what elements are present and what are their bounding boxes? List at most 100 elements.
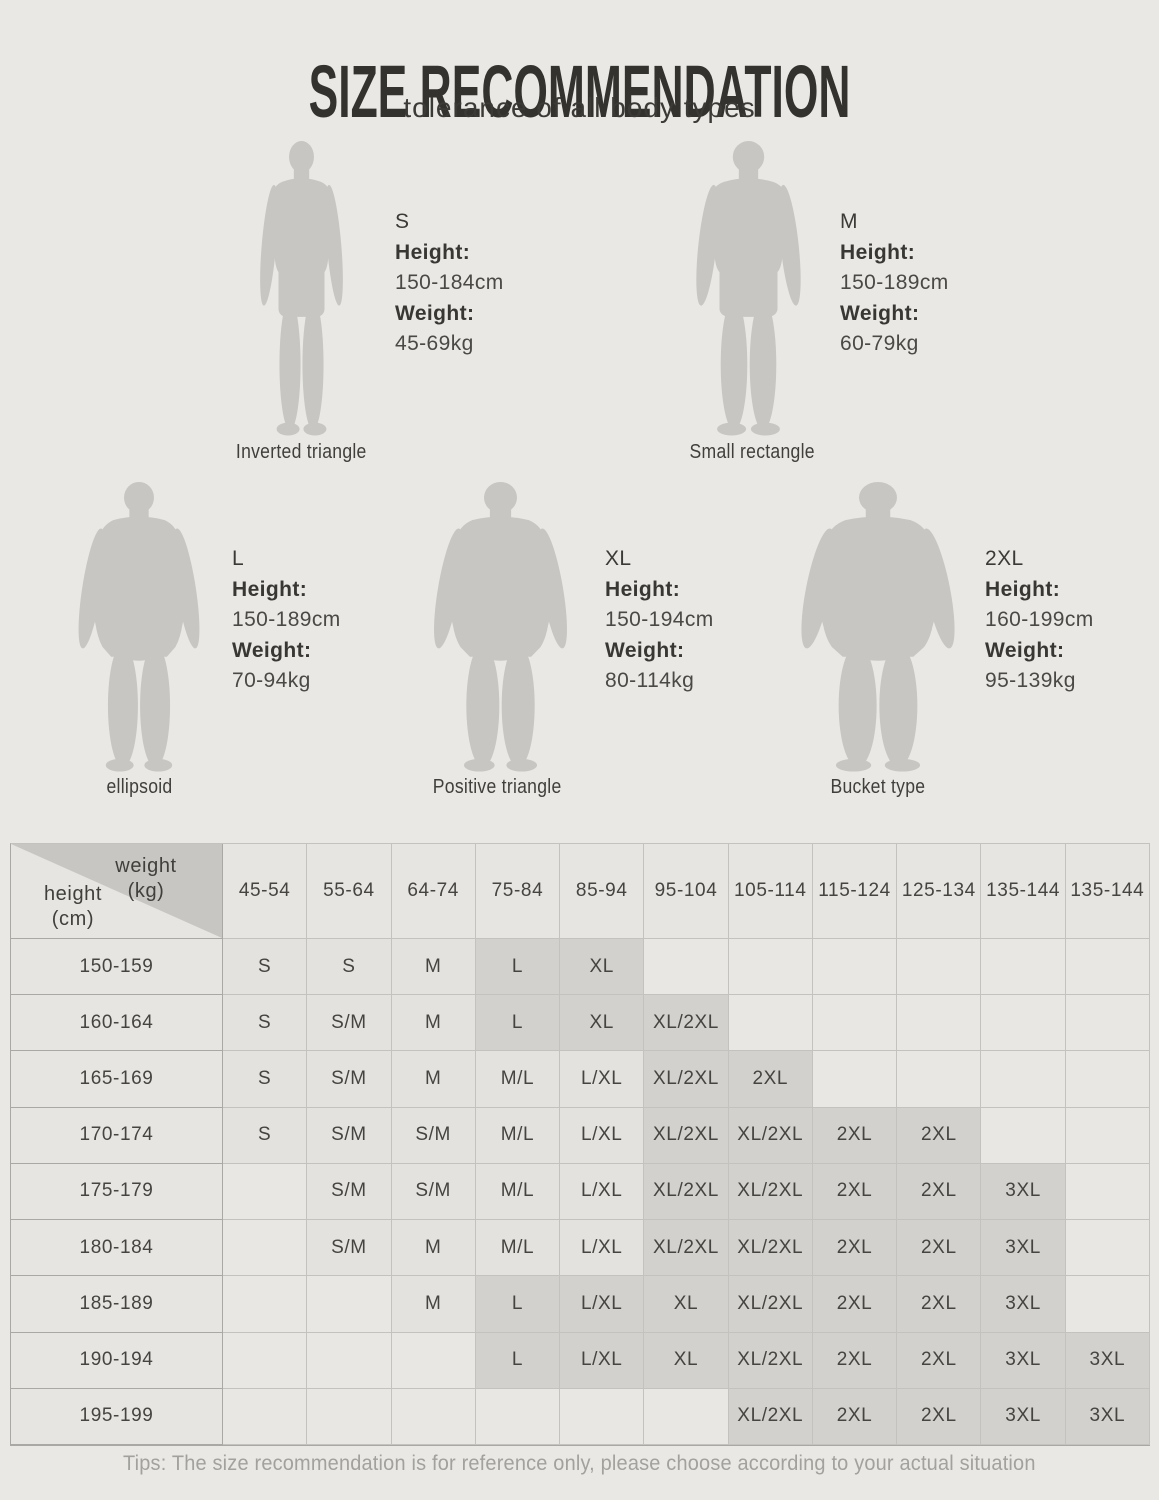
size-cell: 2XL bbox=[812, 1107, 898, 1164]
size-cell bbox=[1065, 995, 1150, 1052]
size-cell: M bbox=[391, 939, 476, 996]
size-cell: 2XL bbox=[812, 1276, 898, 1333]
size-cell: L/XL bbox=[560, 1332, 645, 1389]
size-cell bbox=[223, 1388, 308, 1445]
weight-value: 70-94kg bbox=[232, 669, 311, 692]
size-cell bbox=[1065, 1220, 1150, 1277]
male-silhouette-slim-icon bbox=[244, 140, 359, 438]
weight-column-header: 85-94 bbox=[560, 844, 645, 939]
body-type-label: Positive triangle bbox=[432, 776, 562, 798]
size-cell: 3XL bbox=[981, 1388, 1066, 1445]
size-cell bbox=[981, 1107, 1066, 1164]
weight-column-header: 95-104 bbox=[644, 844, 729, 939]
height-axis-unit: (cm) bbox=[51, 908, 95, 930]
weight-column-header: 115-124 bbox=[812, 844, 898, 939]
size-cell: S/M bbox=[307, 1163, 392, 1221]
size-cell bbox=[897, 939, 982, 996]
size-cell: M bbox=[391, 1051, 476, 1108]
size-cell bbox=[1065, 1051, 1150, 1108]
size-cell: XL bbox=[644, 1276, 729, 1333]
tips-note: Tips: The size recommendation is for ref… bbox=[123, 1452, 1036, 1475]
size-info-m: M Height: 150-189cm Weight: 60-79kg bbox=[840, 207, 1040, 360]
male-silhouette-heavy-icon bbox=[418, 481, 583, 774]
size-cell: M bbox=[391, 1276, 476, 1333]
size-info-2xl: 2XL Height: 160-199cm Weight: 95-139kg bbox=[985, 544, 1159, 697]
weight-key: Weight: bbox=[605, 638, 685, 662]
size-cell: XL bbox=[560, 939, 645, 996]
size-label: XL bbox=[605, 547, 632, 570]
weight-key: Weight: bbox=[985, 638, 1065, 662]
size-cell: 3XL bbox=[981, 1220, 1066, 1277]
size-cell: XL bbox=[644, 1332, 729, 1389]
size-cell: XL/2XL bbox=[728, 1163, 813, 1221]
size-cell: XL/2XL bbox=[728, 1107, 813, 1164]
height-row-header: 170-174 bbox=[11, 1107, 223, 1164]
size-cell: L bbox=[475, 995, 561, 1052]
page-subtitle: tolerance of all body types bbox=[403, 92, 756, 123]
weight-column-header: 45-54 bbox=[223, 844, 308, 939]
size-cell bbox=[475, 1388, 561, 1445]
size-cell: M/L bbox=[475, 1163, 561, 1221]
height-row-header: 160-164 bbox=[11, 995, 223, 1052]
size-cell: XL/2XL bbox=[644, 1107, 729, 1164]
weight-key: Weight: bbox=[840, 301, 920, 325]
size-cell: L bbox=[475, 1276, 561, 1333]
body-type-label: ellipsoid bbox=[106, 776, 172, 798]
size-cell bbox=[728, 939, 813, 996]
size-cell bbox=[897, 1051, 982, 1108]
height-value: 160-199cm bbox=[985, 608, 1094, 631]
size-cell: L/XL bbox=[560, 1051, 645, 1108]
size-cell: L bbox=[475, 939, 561, 996]
size-cell: XL/2XL bbox=[644, 1220, 729, 1277]
size-cell: S/M bbox=[307, 1107, 392, 1164]
size-cell: XL/2XL bbox=[728, 1332, 813, 1389]
height-value: 150-189cm bbox=[232, 608, 341, 631]
size-cell bbox=[728, 995, 813, 1052]
size-cell bbox=[307, 1276, 392, 1333]
size-cell bbox=[981, 1051, 1066, 1108]
weight-column-header: 105-114 bbox=[728, 844, 813, 939]
size-cell bbox=[981, 939, 1066, 996]
height-key: Height: bbox=[395, 240, 471, 264]
male-silhouette-heavy-icon bbox=[783, 481, 973, 774]
size-label: 2XL bbox=[985, 547, 1024, 570]
weight-column-header: 64-74 bbox=[391, 844, 476, 939]
size-cell: XL/2XL bbox=[728, 1220, 813, 1277]
size-cell: 3XL bbox=[981, 1276, 1066, 1333]
male-silhouette-heavy-icon bbox=[64, 481, 214, 774]
size-cell: S/M bbox=[307, 1051, 392, 1108]
size-cell: L/XL bbox=[560, 1220, 645, 1277]
size-cell: S/M bbox=[307, 995, 392, 1052]
weight-axis-label: weight bbox=[115, 855, 177, 877]
size-cell: XL/2XL bbox=[644, 995, 729, 1052]
size-table: weight (kg) height (cm) 45-54 55-64 64-74 7… bbox=[10, 843, 1150, 1446]
size-cell: S bbox=[307, 939, 392, 996]
size-cell: XL/2XL bbox=[728, 1276, 813, 1333]
size-cell bbox=[223, 1276, 308, 1333]
size-cell: 2XL bbox=[897, 1388, 982, 1445]
size-cell bbox=[981, 995, 1066, 1052]
size-cell: L bbox=[475, 1332, 561, 1389]
size-cell: XL/2XL bbox=[644, 1051, 729, 1108]
size-cell: S/M bbox=[391, 1107, 476, 1164]
height-key: Height: bbox=[605, 577, 681, 601]
weight-value: 45-69kg bbox=[395, 332, 474, 355]
size-cell: 3XL bbox=[981, 1163, 1066, 1221]
size-cell bbox=[307, 1388, 392, 1445]
size-cell: XL/2XL bbox=[728, 1388, 813, 1445]
weight-column-header: 125-134 bbox=[897, 844, 982, 939]
size-cell: M/L bbox=[475, 1107, 561, 1164]
height-row-header: 185-189 bbox=[11, 1276, 223, 1333]
size-label: M bbox=[840, 210, 858, 233]
weight-key: Weight: bbox=[395, 301, 475, 325]
height-row-header: 195-199 bbox=[11, 1388, 223, 1445]
size-cell: S/M bbox=[391, 1163, 476, 1221]
size-cell bbox=[1065, 1107, 1150, 1164]
size-label: S bbox=[395, 210, 410, 233]
size-cell: 2XL bbox=[897, 1163, 982, 1221]
size-cell: M bbox=[391, 1220, 476, 1277]
height-key: Height: bbox=[840, 240, 916, 264]
size-cell bbox=[223, 1163, 308, 1221]
size-cell: S bbox=[223, 1107, 308, 1164]
